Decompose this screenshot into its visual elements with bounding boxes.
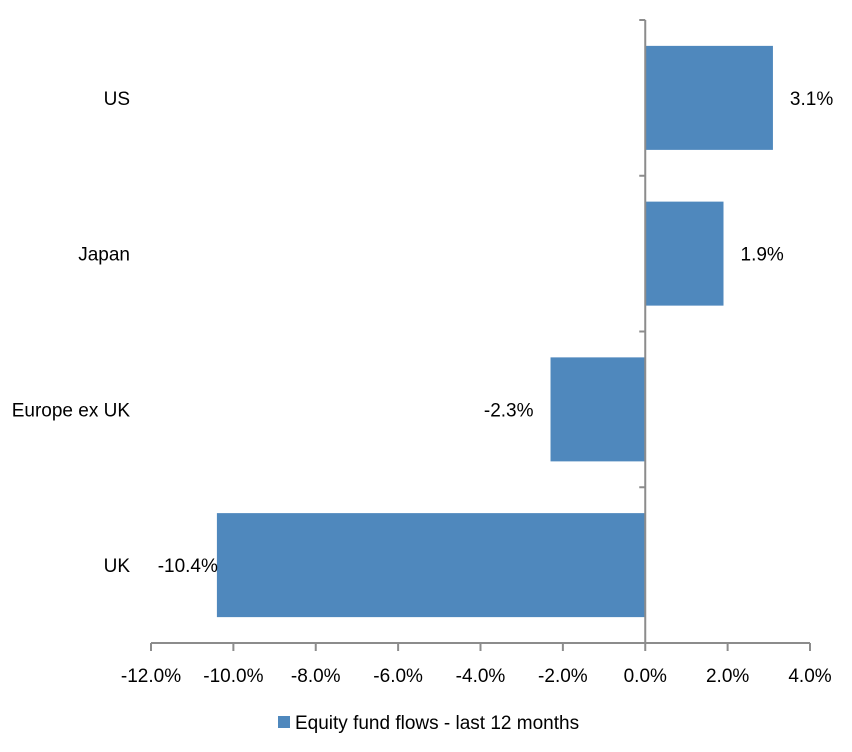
bar-europe-ex-uk xyxy=(550,357,646,462)
bar-japan xyxy=(645,201,724,306)
legend-swatch xyxy=(278,716,290,728)
bar-us xyxy=(645,45,773,150)
category-label: UK xyxy=(104,556,131,577)
category-label: Japan xyxy=(78,245,130,266)
x-tick-label: -6.0% xyxy=(373,666,423,687)
x-tick-label: -12.0% xyxy=(121,666,181,687)
data-label: 3.1% xyxy=(790,89,833,110)
x-tick-label: -4.0% xyxy=(456,666,506,687)
x-tick-label: -8.0% xyxy=(291,666,341,687)
bar-uk xyxy=(216,513,646,618)
data-label: 1.9% xyxy=(741,245,784,266)
x-tick-label: -10.0% xyxy=(203,666,263,687)
x-tick-label: 4.0% xyxy=(788,666,831,687)
data-label: -2.3% xyxy=(484,400,534,421)
data-label: -10.4% xyxy=(158,556,218,577)
x-tick-label: 2.0% xyxy=(706,666,749,687)
legend-label: Equity fund flows - last 12 months xyxy=(295,713,579,734)
x-tick-label: -2.0% xyxy=(538,666,588,687)
x-tick-label: 0.0% xyxy=(624,666,667,687)
category-label: Europe ex UK xyxy=(12,400,131,421)
category-label: US xyxy=(104,89,130,110)
